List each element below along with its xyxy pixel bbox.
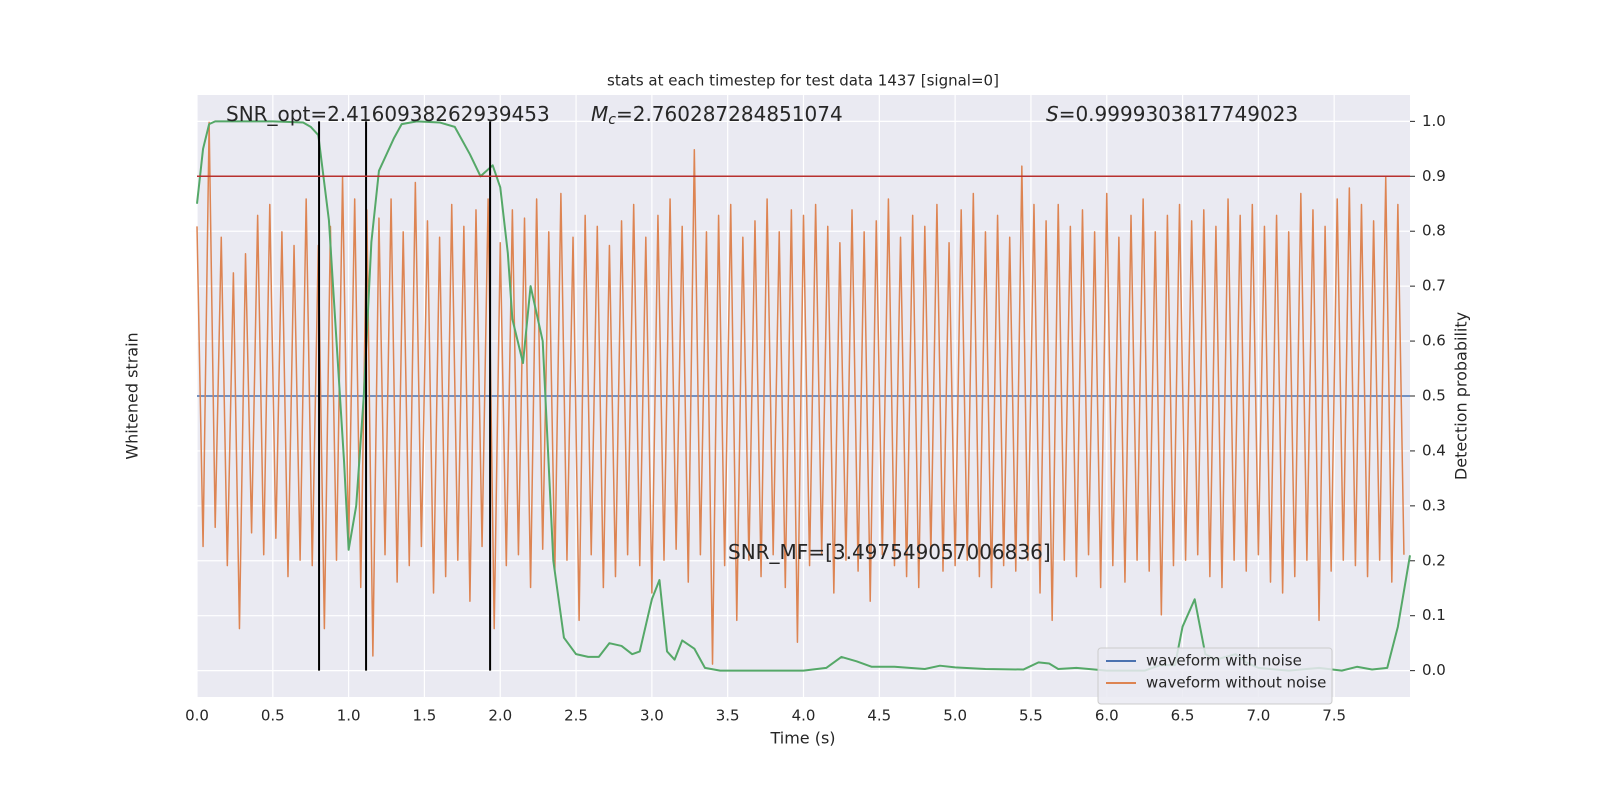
x-tick-label: 1.0 — [337, 707, 361, 725]
annotation-text: SNR_opt=2.4160938262939453 — [226, 102, 550, 126]
annotation: Mc=2.760287284851074 — [591, 102, 843, 129]
legend-box — [1097, 647, 1333, 705]
y2-tick-label: 0.4 — [1422, 441, 1446, 459]
x-tick-label: 3.0 — [640, 707, 664, 725]
annotation-subscript: c — [608, 112, 616, 128]
annotation: S=0.9999303817749023 — [1046, 102, 1298, 126]
x-tick-label: 2.0 — [488, 707, 512, 725]
x-tick-label: 7.0 — [1246, 707, 1270, 725]
y2-tick-label: 0.6 — [1422, 332, 1446, 350]
annotation-symbol: S — [1046, 102, 1059, 126]
y2-tick-label: 0.0 — [1422, 661, 1446, 679]
y2-tick-label: 0.9 — [1422, 167, 1446, 185]
y2-tick-label: 0.3 — [1422, 496, 1446, 514]
annotation-text: SNR_MF=[3.497549057006836] — [728, 540, 1051, 564]
x-tick-label: 0.0 — [185, 707, 209, 725]
legend-label: waveform with noise — [1146, 652, 1302, 670]
x-tick-label: 3.5 — [716, 707, 740, 725]
y2-tick-label: 0.2 — [1422, 551, 1446, 569]
x-tick-label: 4.0 — [792, 707, 816, 725]
x-tick-label: 5.0 — [943, 707, 967, 725]
x-tick-label: 7.5 — [1322, 707, 1346, 725]
y2-axis-label: Detection probability — [1452, 312, 1471, 480]
legend-label: waveform without noise — [1146, 674, 1326, 692]
chart-title: stats at each timestep for test data 143… — [607, 72, 999, 90]
annotation-text: =0.9999303817749023 — [1059, 102, 1298, 126]
annotation-text: =2.760287284851074 — [616, 102, 843, 126]
y2-tick-label: 0.8 — [1422, 222, 1446, 240]
x-tick-label: 4.5 — [867, 707, 891, 725]
x-axis-label: Time (s) — [769, 729, 835, 748]
y2-tick-label: 0.7 — [1422, 277, 1446, 295]
x-tick-label: 0.5 — [261, 707, 285, 725]
annotation: SNR_opt=2.4160938262939453 — [226, 102, 550, 126]
series-line — [196, 121, 1405, 665]
x-tick-label: 2.5 — [564, 707, 588, 725]
y2-tick-label: 0.1 — [1422, 606, 1446, 624]
y2-tick-label: 0.5 — [1422, 387, 1446, 405]
x-tick-label: 6.5 — [1171, 707, 1195, 725]
annotation: SNR_MF=[3.497549057006836] — [728, 540, 1051, 564]
x-tick-label: 5.5 — [1019, 707, 1043, 725]
y2-tick-label: 1.0 — [1422, 112, 1446, 130]
annotation-symbol: M — [591, 102, 608, 126]
y-axis-label: Whitened strain — [123, 332, 142, 459]
x-tick-label: 1.5 — [413, 707, 437, 725]
x-tick-label: 6.0 — [1095, 707, 1119, 725]
series-line — [196, 120, 1411, 672]
